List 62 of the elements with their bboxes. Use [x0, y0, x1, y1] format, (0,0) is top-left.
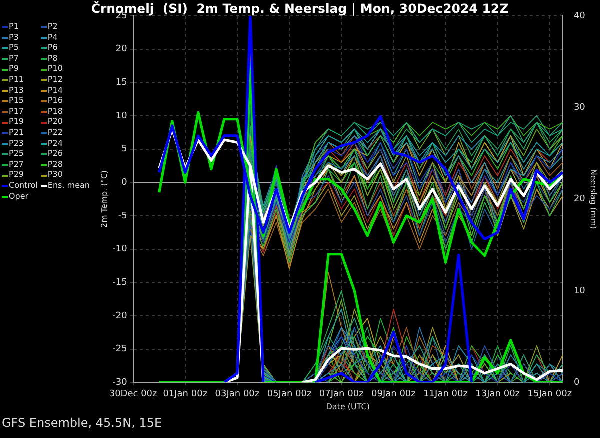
x-tick-label: 01Jan 00z [163, 389, 208, 400]
y-tick-label: 10 [116, 111, 128, 122]
legend-label: P20 [48, 117, 63, 128]
x-tick-label: 03Jan 00z [215, 389, 260, 400]
legend-label: P22 [48, 128, 63, 139]
legend-label: P1 [9, 22, 19, 33]
legend-label: P10 [48, 64, 63, 75]
legend-label: P11 [9, 74, 24, 86]
legend-label: P25 [9, 149, 24, 160]
x-axis-title: Date (UTC) [326, 402, 370, 412]
legend-label: P13 [9, 86, 24, 96]
legend-label: P28 [48, 160, 63, 170]
text: GFS Ensemble, 45.5N, 15E [2, 416, 162, 430]
legend-label: Control [9, 180, 38, 192]
legend-label: P29 [9, 170, 24, 181]
x-tick-label: 15Jan 00z [528, 389, 572, 400]
y2-tick-label: 0 [574, 378, 580, 388]
legend-label: P21 [9, 128, 24, 139]
y2-tick-label: 10 [574, 286, 586, 296]
x-tick-label: 09Jan 00z [372, 389, 416, 400]
x-tick-label: 07Jan 00z [319, 389, 364, 400]
legend-label: P6 [48, 43, 58, 54]
legend-label: P16 [48, 96, 63, 107]
legend-label: P30 [48, 170, 63, 181]
legend-label: P9 [9, 64, 19, 75]
legend-label: P2 [48, 22, 58, 33]
legend-label: P8 [48, 54, 58, 64]
legend-label: P17 [9, 106, 24, 118]
y-tick-label: -20 [112, 311, 128, 322]
y-tick-label: -5 [118, 211, 128, 222]
legend-label: P23 [9, 138, 24, 150]
legend-label: P14 [48, 86, 63, 96]
y-axis-title: 2m Temp. (°C) [100, 170, 109, 228]
legend-label: Ens. mean [48, 180, 90, 192]
y2-tick-label: 30 [574, 102, 586, 113]
legend-label: P26 [48, 149, 63, 160]
y2-axis-title: Neerslag (mm) [589, 169, 598, 230]
y-tick-label: 20 [116, 44, 128, 55]
y-tick-label: 5 [122, 144, 128, 155]
x-tick-label: 05Jan 00z [267, 389, 312, 400]
legend-label: P24 [48, 138, 63, 150]
x-tick-label: 30Dec 00z [109, 389, 158, 400]
y-tick-label: -25 [112, 344, 128, 355]
legend-label: P7 [9, 54, 19, 64]
x-tick-label: 13Jan 00z [476, 389, 520, 400]
y-tick-label: -15 [112, 278, 128, 288]
y-tick-label: 0 [122, 178, 128, 188]
legend-label: P15 [9, 96, 24, 107]
y-tick-label: 15 [116, 78, 128, 88]
legend-label: P18 [48, 106, 63, 118]
y2-tick-label: 40 [574, 11, 586, 22]
legend-label: P4 [48, 32, 58, 44]
legend-label: P27 [9, 160, 24, 170]
x-tick-label: 11Jan 00z [424, 389, 468, 400]
y-tick-label: -10 [112, 244, 128, 255]
legend-label: P3 [9, 32, 19, 44]
legend-label: P19 [9, 117, 24, 128]
legend-label: P12 [48, 74, 63, 86]
y-tick-label: -30 [112, 378, 128, 388]
legend-label: P5 [9, 43, 19, 54]
y2-tick-label: 20 [574, 194, 586, 205]
legend-label: Oper [9, 192, 29, 202]
